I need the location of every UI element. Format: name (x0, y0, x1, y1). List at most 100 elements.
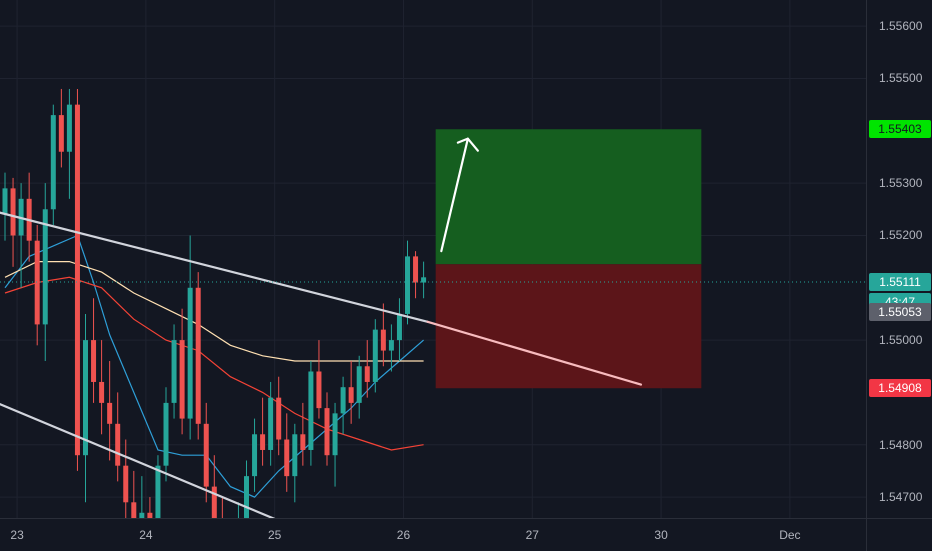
candle-body (10, 188, 16, 236)
trendline (0, 211, 429, 323)
candle (131, 470, 137, 518)
candle (147, 497, 153, 518)
candle (364, 340, 370, 398)
candle (292, 423, 298, 503)
candle (316, 340, 322, 419)
price-tag: 1.55111 (869, 273, 931, 292)
candle-body (203, 423, 209, 487)
candle-body (421, 277, 427, 283)
candle-body (139, 512, 145, 518)
price-tick-label: 1.55000 (879, 333, 923, 348)
candle (179, 308, 185, 435)
moving-average-line (4, 276, 424, 451)
candle-body (211, 486, 217, 518)
time-tick-label: 25 (267, 528, 282, 542)
candle (203, 402, 209, 503)
time-tick-label: 24 (139, 528, 153, 542)
price-tag: 1.55403 (869, 120, 931, 139)
chart-area[interactable] (0, 0, 866, 518)
candle (405, 240, 410, 325)
candle (171, 324, 177, 419)
candle-body (58, 115, 64, 152)
price-tick-label: 1.54800 (879, 437, 923, 452)
candle (10, 177, 16, 267)
candle-body (372, 329, 378, 382)
candle (50, 104, 56, 225)
candle (58, 88, 64, 168)
candle-body (2, 188, 8, 215)
candle (107, 361, 113, 461)
stop-loss-zone (435, 264, 702, 389)
candle-body (74, 104, 80, 456)
candle-body (276, 397, 282, 440)
candle-body (155, 465, 161, 518)
candle-body (99, 381, 105, 403)
price-tag: 1.54908 (869, 379, 931, 398)
candle (421, 261, 427, 299)
candle-body (380, 329, 386, 351)
candle-body (332, 413, 338, 456)
price-tag: 1.55053 (869, 303, 931, 322)
candle-body (260, 434, 266, 450)
moving-average-line (4, 261, 424, 362)
price-tick-label: 1.55300 (879, 176, 923, 191)
candle (380, 303, 386, 367)
arrow-head-icon (456, 137, 479, 152)
candle-body (308, 371, 314, 450)
candle-body (91, 340, 97, 382)
candle-body (131, 502, 137, 518)
candle (396, 298, 402, 362)
candle (163, 387, 169, 482)
candle (244, 460, 249, 518)
candle (237, 502, 239, 518)
price-axis[interactable]: 1.55600 1.55500 1.55300 1.55200 1.55000 1.548… (866, 0, 932, 518)
candle-body (300, 434, 306, 450)
candle (139, 476, 145, 518)
candle (300, 402, 306, 466)
trendline (426, 320, 643, 386)
candle (123, 439, 129, 518)
candle-body (252, 434, 258, 477)
axis-corner (866, 518, 932, 551)
candle (340, 376, 346, 435)
candle-body (107, 402, 113, 424)
candle (284, 413, 290, 492)
candle (332, 402, 338, 487)
candle-body (83, 340, 88, 456)
candle-body (413, 256, 419, 283)
candle (195, 272, 201, 440)
candle-body (396, 313, 402, 341)
candle (324, 392, 330, 466)
candle-body (115, 423, 121, 466)
candle-body (179, 340, 185, 419)
time-tick-label: 23 (10, 528, 24, 542)
candle-body (405, 256, 410, 314)
candle-body (284, 439, 290, 477)
time-tick-label: 26 (396, 528, 411, 542)
candle (66, 88, 72, 199)
candle (348, 361, 354, 424)
candle (42, 183, 48, 362)
candle-body (348, 387, 354, 403)
time-tick-label: Dec (779, 528, 801, 542)
candle (18, 183, 24, 288)
candle (276, 376, 282, 456)
candle (155, 455, 161, 518)
price-chart[interactable] (0, 0, 866, 518)
candle (252, 418, 258, 492)
time-tick-label: 27 (525, 528, 539, 542)
time-tick-label: 30 (654, 528, 668, 542)
candle-body (244, 476, 249, 518)
candle (211, 455, 217, 518)
candle-body (42, 209, 48, 325)
candle-body (388, 340, 394, 351)
price-tick-label: 1.54700 (879, 490, 923, 505)
candle (221, 497, 223, 518)
candle (187, 235, 193, 440)
candle-body (195, 287, 201, 424)
candle (372, 319, 378, 393)
candle (34, 224, 40, 346)
candle (413, 251, 419, 299)
profit-zone (435, 129, 702, 265)
time-axis[interactable]: 23 24 25 26 27 30 Dec (0, 518, 866, 551)
